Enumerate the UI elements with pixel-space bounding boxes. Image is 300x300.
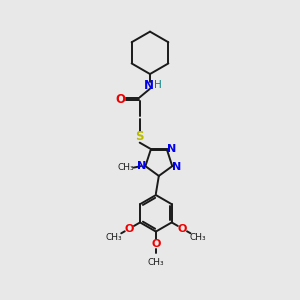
Text: O: O	[151, 239, 160, 249]
Text: O: O	[178, 224, 187, 234]
Text: O: O	[125, 224, 134, 234]
Text: CH₃: CH₃	[189, 233, 206, 242]
Text: H: H	[154, 80, 162, 90]
Text: CH₃: CH₃	[117, 163, 134, 172]
Text: N: N	[167, 144, 176, 154]
Text: O: O	[116, 93, 126, 106]
Text: N: N	[172, 162, 181, 172]
Text: N: N	[137, 161, 146, 171]
Text: CH₃: CH₃	[106, 233, 122, 242]
Text: CH₃: CH₃	[148, 258, 164, 267]
Text: S: S	[135, 130, 144, 143]
Text: N: N	[144, 79, 154, 92]
